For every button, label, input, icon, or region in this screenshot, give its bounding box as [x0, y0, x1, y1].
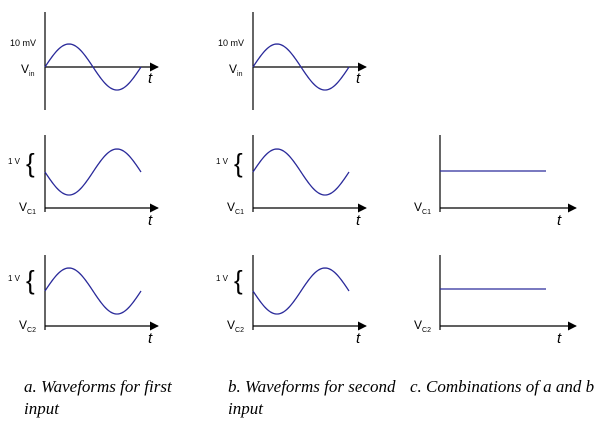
- signal-label: VC1: [227, 200, 244, 216]
- caption-a-line2: input: [24, 399, 59, 418]
- signal-label: VC1: [19, 200, 36, 216]
- t-label: t: [148, 70, 153, 87]
- t-label: t: [557, 212, 562, 229]
- caption-b-line1: b. Waveforms for second: [228, 377, 396, 396]
- amplitude-label: 10 mV: [218, 38, 244, 48]
- panel-b-vc2: 1 V { VC2 t: [216, 255, 367, 347]
- caption-c: c. Combinations of a and b: [410, 376, 605, 398]
- caption-c-line1: c. Combinations of a and b: [410, 377, 595, 396]
- amplitude-brace: {: [234, 148, 243, 178]
- panel-c-vc1: VC1 t: [414, 135, 577, 229]
- panel-c-vc2: VC2 t: [414, 255, 577, 347]
- caption-a-line1: a. Waveforms for first: [24, 377, 172, 396]
- waveform: [44, 267, 142, 315]
- amplitude-label: 1 V: [8, 157, 21, 166]
- amplitude-label: 10 mV: [10, 38, 36, 48]
- amplitude-brace: {: [26, 148, 35, 178]
- amplitude-label: 1 V: [216, 274, 229, 283]
- caption-b: b. Waveforms for second input: [228, 376, 408, 420]
- amplitude-brace: {: [26, 265, 35, 295]
- panel-a-vc1: 1 V { VC1 t: [8, 135, 159, 229]
- signal-label: Vin: [229, 62, 243, 78]
- amplitude-brace: {: [234, 265, 243, 295]
- t-label: t: [148, 212, 153, 229]
- signal-label: VC2: [19, 318, 36, 334]
- t-label: t: [356, 212, 361, 229]
- t-label: t: [557, 330, 562, 347]
- signal-label: VC2: [227, 318, 244, 334]
- panel-a-input: 10 mV Vin t: [10, 12, 159, 110]
- waveform: [252, 267, 350, 315]
- panel-a-vc2: 1 V { VC2 t: [8, 255, 159, 347]
- waveform: [44, 43, 142, 91]
- signal-label: VC2: [414, 318, 431, 334]
- t-label: t: [356, 70, 361, 87]
- waveform: [252, 43, 350, 91]
- waveform: [44, 148, 142, 196]
- panel-b-vc1: 1 V { VC1 t: [216, 135, 367, 229]
- waveform: [252, 148, 350, 196]
- caption-b-line2: input: [228, 399, 263, 418]
- panel-b-input: 10 mV Vin t: [218, 12, 367, 110]
- amplitude-label: 1 V: [216, 157, 229, 166]
- signal-label: Vin: [21, 62, 35, 78]
- t-label: t: [148, 330, 153, 347]
- amplitude-label: 1 V: [8, 274, 21, 283]
- t-label: t: [356, 330, 361, 347]
- caption-a: a. Waveforms for first input: [24, 376, 204, 420]
- signal-label: VC1: [414, 200, 431, 216]
